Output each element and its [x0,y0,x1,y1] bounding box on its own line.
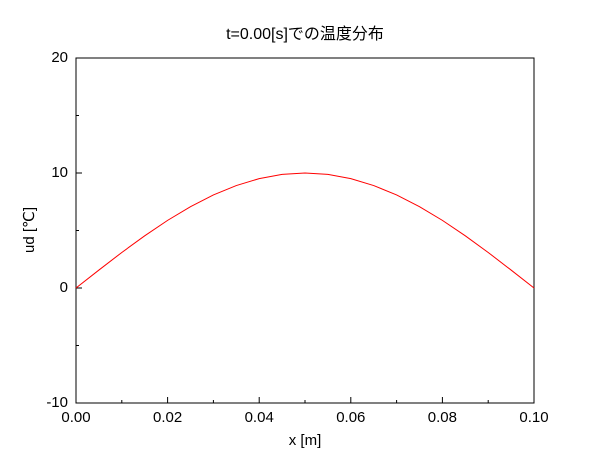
y-tick-label: 10 [51,164,68,181]
x-tick-label: 0.00 [61,409,90,426]
y-axis-label: ud [℃] [21,207,38,253]
chart-title: t=0.00[s]での温度分布 [226,25,384,43]
data-line [75,172,535,289]
x-tick-label: 0.10 [519,409,548,426]
y-tick-label: 0 [60,279,68,296]
x-tick-label: 0.04 [245,409,274,426]
y-tick-label: 20 [51,49,68,66]
x-tick-label: 0.08 [428,409,457,426]
y-tick-label: -10 [46,394,68,411]
x-axis-label: x [m] [289,432,322,449]
x-tick-label: 0.06 [336,409,365,426]
x-tick-label: 0.02 [153,409,182,426]
